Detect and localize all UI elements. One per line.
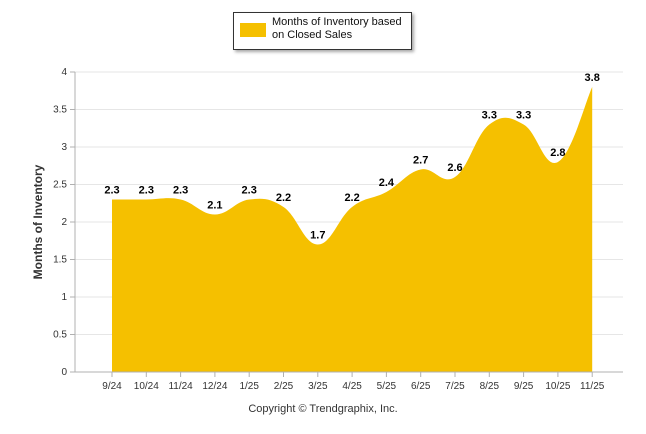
x-tick-label: 11/24 <box>168 381 193 392</box>
data-label: 2.4 <box>379 177 395 189</box>
x-tick-label: 3/25 <box>308 381 328 392</box>
x-tick-label: 5/25 <box>377 381 397 392</box>
x-tick-label: 9/24 <box>102 381 122 392</box>
data-label: 2.1 <box>207 200 222 212</box>
x-tick-label: 7/25 <box>445 381 465 392</box>
legend-label: Months of Inventory based on Closed Sale… <box>272 16 402 41</box>
x-tick-label: 12/24 <box>202 381 227 392</box>
x-tick-label: 10/25 <box>545 381 570 392</box>
data-labels: 2.3 2.3 2.3 2.1 2.3 2.2 1.7 2.2 2.4 2.7 2.6 3.3 3.3 2… <box>104 72 599 242</box>
y-tick-label: 4 <box>61 67 67 78</box>
y-tick-label: 2.5 <box>53 180 67 191</box>
legend-swatch <box>240 23 266 37</box>
y-axis-title: Months of Inventory <box>31 164 45 279</box>
y-tick-label: 3.5 <box>53 105 67 116</box>
data-label: 2.7 <box>413 155 428 167</box>
data-label: 2.3 <box>242 185 257 197</box>
x-tick-label: 11/25 <box>580 381 605 392</box>
y-tick-label: 3 <box>61 142 67 153</box>
data-label: 2.6 <box>447 162 462 174</box>
data-label: 2.8 <box>550 147 565 159</box>
data-label: 3.3 <box>482 110 497 122</box>
y-tick-label: 2 <box>61 217 67 228</box>
data-label: 2.2 <box>344 192 359 204</box>
x-tick-labels: 9/24 10/24 11/24 12/24 1/25 2/25 3/25 4/25 5/25 6… <box>102 381 605 392</box>
y-tick-label: 0 <box>61 367 67 378</box>
data-label: 2.2 <box>276 192 291 204</box>
y-tick-label: 0.5 <box>53 330 67 341</box>
data-label: 2.3 <box>104 185 119 197</box>
area-series <box>112 87 593 372</box>
x-tick-label: 2/25 <box>274 381 294 392</box>
y-tick-label: 1 <box>61 292 67 303</box>
x-tick-label: 9/25 <box>514 381 534 392</box>
legend[interactable]: Months of Inventory based on Closed Sale… <box>233 12 412 50</box>
data-label: 3.3 <box>516 110 531 122</box>
axes <box>70 71 623 377</box>
x-tick-label: 10/24 <box>134 381 159 392</box>
y-tick-labels: 0 0.5 1 1.5 2 2.5 3 3.5 4 <box>53 67 67 378</box>
data-label: 2.3 <box>139 185 154 197</box>
data-label: 3.8 <box>585 72 600 84</box>
x-tick-label: 6/25 <box>411 381 431 392</box>
copyright-footer: Copyright © Trendgraphix, Inc. <box>248 403 398 415</box>
data-label: 2.3 <box>173 185 188 197</box>
x-tick-label: 8/25 <box>480 381 500 392</box>
x-tick-label: 4/25 <box>342 381 362 392</box>
y-tick-label: 1.5 <box>53 255 67 266</box>
x-tick-label: 1/25 <box>239 381 259 392</box>
data-label: 1.7 <box>310 230 325 242</box>
